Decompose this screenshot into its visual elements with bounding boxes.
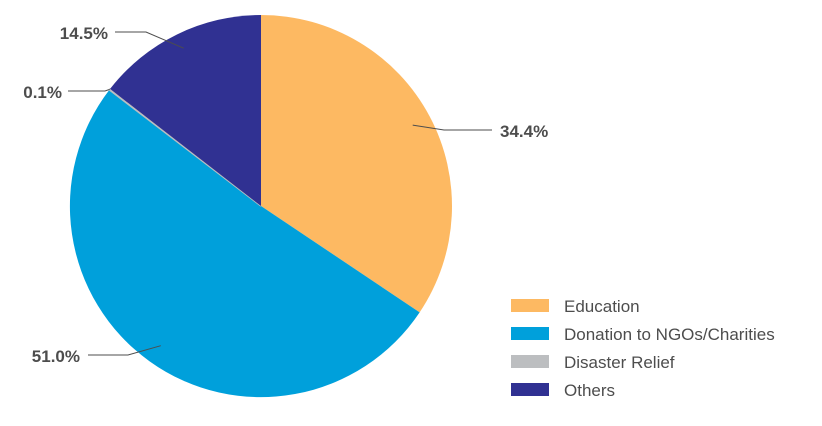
leader-line-education xyxy=(412,124,492,131)
legend-swatch-education xyxy=(511,299,549,312)
data-label-education: 34.4% xyxy=(500,122,548,141)
leader-lines xyxy=(68,31,492,356)
data-label-disaster-relief: 0.1% xyxy=(23,83,62,102)
leader-line-donation-to-ngos-charities xyxy=(88,345,161,356)
legend-label-education: Education xyxy=(564,297,640,316)
data-label-donation-to-ngos-charities: 51.0% xyxy=(32,347,80,366)
legend-swatch-disaster-relief xyxy=(511,355,549,368)
legend-swatch-donation-to-ngos-charities xyxy=(511,327,549,340)
pie-slice-others xyxy=(110,14,261,207)
leader-line-others xyxy=(115,31,184,49)
legend-label-others: Others xyxy=(564,381,615,400)
legend-label-disaster-relief: Disaster Relief xyxy=(564,353,675,372)
pie-slices xyxy=(69,14,452,398)
pie-slice-education xyxy=(261,15,452,313)
legend-swatch-others xyxy=(511,383,549,396)
data-label-others: 14.5% xyxy=(60,24,108,43)
legend-label-donation-to-ngos-charities: Donation to NGOs/Charities xyxy=(564,325,775,344)
percentage-labels: 34.4% 51.0% 0.1% 14.5% xyxy=(23,24,548,366)
pie-slice-donation-to-ngos-charities xyxy=(69,89,420,398)
leader-line-disaster-relief xyxy=(68,88,110,92)
legend: Education Donation to NGOs/Charities Disas… xyxy=(511,297,775,400)
